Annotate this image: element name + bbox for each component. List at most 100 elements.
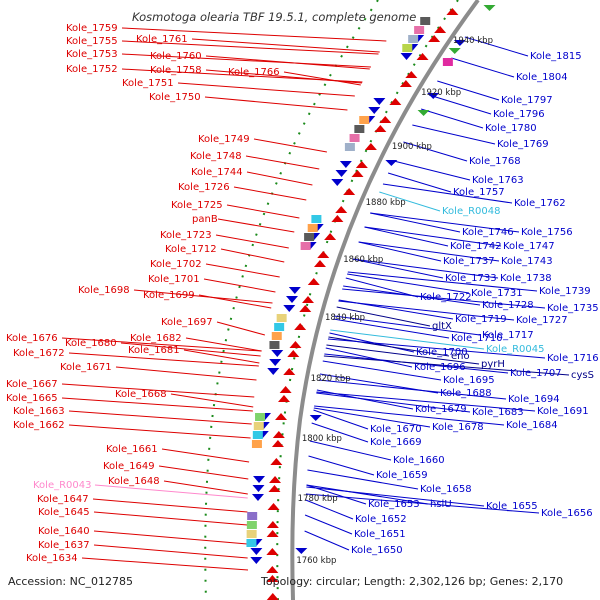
reverse-gene-arrow: [295, 548, 308, 554]
label-connector: [316, 391, 536, 412]
label-connector: [121, 27, 387, 42]
left-gene-label: Kole_1766: [228, 67, 280, 78]
right-gene-label: Kole_1683: [472, 407, 524, 418]
label-connector: [61, 397, 253, 412]
kbp-label: 1900 kbp: [392, 142, 432, 152]
label-connector: [121, 68, 363, 83]
label-connector: [92, 498, 248, 513]
left-gene-label: Kole_1723: [160, 230, 212, 241]
forward-gene-arrow: [446, 8, 459, 15]
label-connector: [314, 405, 505, 426]
forward-gene-arrow: [434, 26, 447, 33]
gene-category-block: [414, 26, 425, 34]
gene-category-block: [307, 224, 318, 232]
right-gene-label: Kole_1769: [497, 139, 549, 150]
label-connector: [306, 484, 429, 505]
label-connector: [412, 124, 496, 145]
forward-gene-arrow: [275, 413, 288, 420]
label-connector: [451, 57, 515, 78]
reverse-gene-arrow: [271, 350, 284, 357]
right-gene-label: Kole_1688: [440, 388, 492, 399]
right-gene-label: pyrH: [481, 359, 505, 370]
label-connector: [326, 344, 480, 365]
label-connector: [68, 424, 251, 439]
forward-gene-arrow: [335, 206, 348, 213]
label-connector: [133, 289, 273, 304]
accession-label: Accession: NC_012785: [8, 575, 133, 588]
gene-category-block: [344, 143, 355, 151]
left-gene-label: Kole_1647: [37, 494, 89, 505]
gene-features: [246, 5, 496, 600]
label-connector: [370, 212, 520, 233]
label-connector: [81, 557, 249, 571]
label-connector: [420, 108, 484, 129]
right-gene-label: Kole_1716: [547, 353, 599, 364]
left-gene-label: Kole_1699: [143, 290, 195, 301]
right-gene-label: Kole_1719: [455, 314, 507, 325]
label-connector: [253, 138, 327, 153]
label-connector: [283, 71, 361, 86]
label-connector: [347, 273, 470, 294]
left-gene-label: Kole_1681: [128, 345, 180, 356]
kbp-label: 1860 kbp: [343, 255, 383, 265]
forward-gene-arrow: [270, 458, 283, 465]
kbp-label: 1840 kbp: [325, 313, 365, 323]
right-gene-label: Kole_1738: [500, 273, 552, 284]
right-gene-label: Kole_1733: [445, 273, 497, 284]
label-connector: [245, 155, 320, 170]
label-connector: [387, 172, 452, 193]
right-gene-label: Kole_1739: [539, 286, 591, 297]
reverse-gene-arrow: [285, 296, 298, 303]
reverse-gene-arrow: [250, 557, 263, 564]
label-connector: [352, 258, 499, 279]
label-connector: [352, 258, 444, 279]
forward-gene-arrow: [283, 368, 296, 375]
right-gene-label: Kole_1796: [493, 109, 545, 120]
label-connector: [93, 511, 248, 526]
kbp-label: 1820 kbp: [311, 374, 351, 384]
right-gene-label: Kole_R0045: [486, 344, 545, 355]
label-connector: [333, 318, 450, 339]
left-gene-label: Kole_1672: [13, 348, 65, 359]
label-connector: [364, 226, 449, 247]
right-gene-label: Kole_1656: [541, 508, 593, 519]
right-gene-label: Kole_1746: [462, 227, 514, 238]
label-connector: [305, 493, 540, 514]
right-gene-label: Kole_1737: [443, 256, 495, 267]
outer-tick-track: [204, 0, 379, 600]
forward-gene-arrow: [379, 116, 392, 123]
forward-gene-arrow: [331, 215, 344, 222]
label-connectors: [61, 27, 570, 571]
label-connector: [305, 499, 354, 520]
label-connector: [233, 186, 307, 201]
right-gene-label: Kole_1717: [482, 330, 534, 341]
forward-gene-arrow: [301, 296, 314, 303]
left-gene-label: Kole_1726: [178, 182, 230, 193]
label-connector: [61, 337, 262, 352]
left-gene-label: Kole_1637: [38, 540, 90, 551]
label-connector: [364, 226, 502, 247]
right-gene-label: Kole_1757: [453, 187, 505, 198]
left-gene-label: Kole_1759: [66, 23, 118, 34]
right-gene-label: Kole_1763: [472, 175, 524, 186]
kbp-label: 1780 kbp: [298, 494, 338, 504]
left-gene-label: Kole_1761: [136, 34, 188, 45]
reverse-gene-arrow: [269, 359, 282, 366]
gene-category-block: [354, 125, 365, 133]
forward-gene-arrow: [351, 170, 364, 177]
label-connector: [313, 407, 431, 428]
left-gene-label: Kole_1701: [148, 274, 200, 285]
gene-category-block: [246, 539, 257, 547]
right-gene-label: Kole_1722: [420, 292, 472, 303]
left-gene-label: Kole_1665: [6, 393, 58, 404]
right-gene-label: Kole_1684: [506, 420, 558, 431]
forward-gene-arrow: [266, 548, 279, 555]
label-connector: [216, 321, 266, 336]
gene-category-block: [442, 58, 453, 66]
forward-gene-arrow: [355, 161, 368, 168]
inner-tick-track: [276, 0, 459, 600]
right-gene-label: Kole_1742: [450, 241, 502, 252]
gene-category-block: [247, 512, 258, 520]
left-gene-label: Kole_1752: [66, 64, 118, 75]
